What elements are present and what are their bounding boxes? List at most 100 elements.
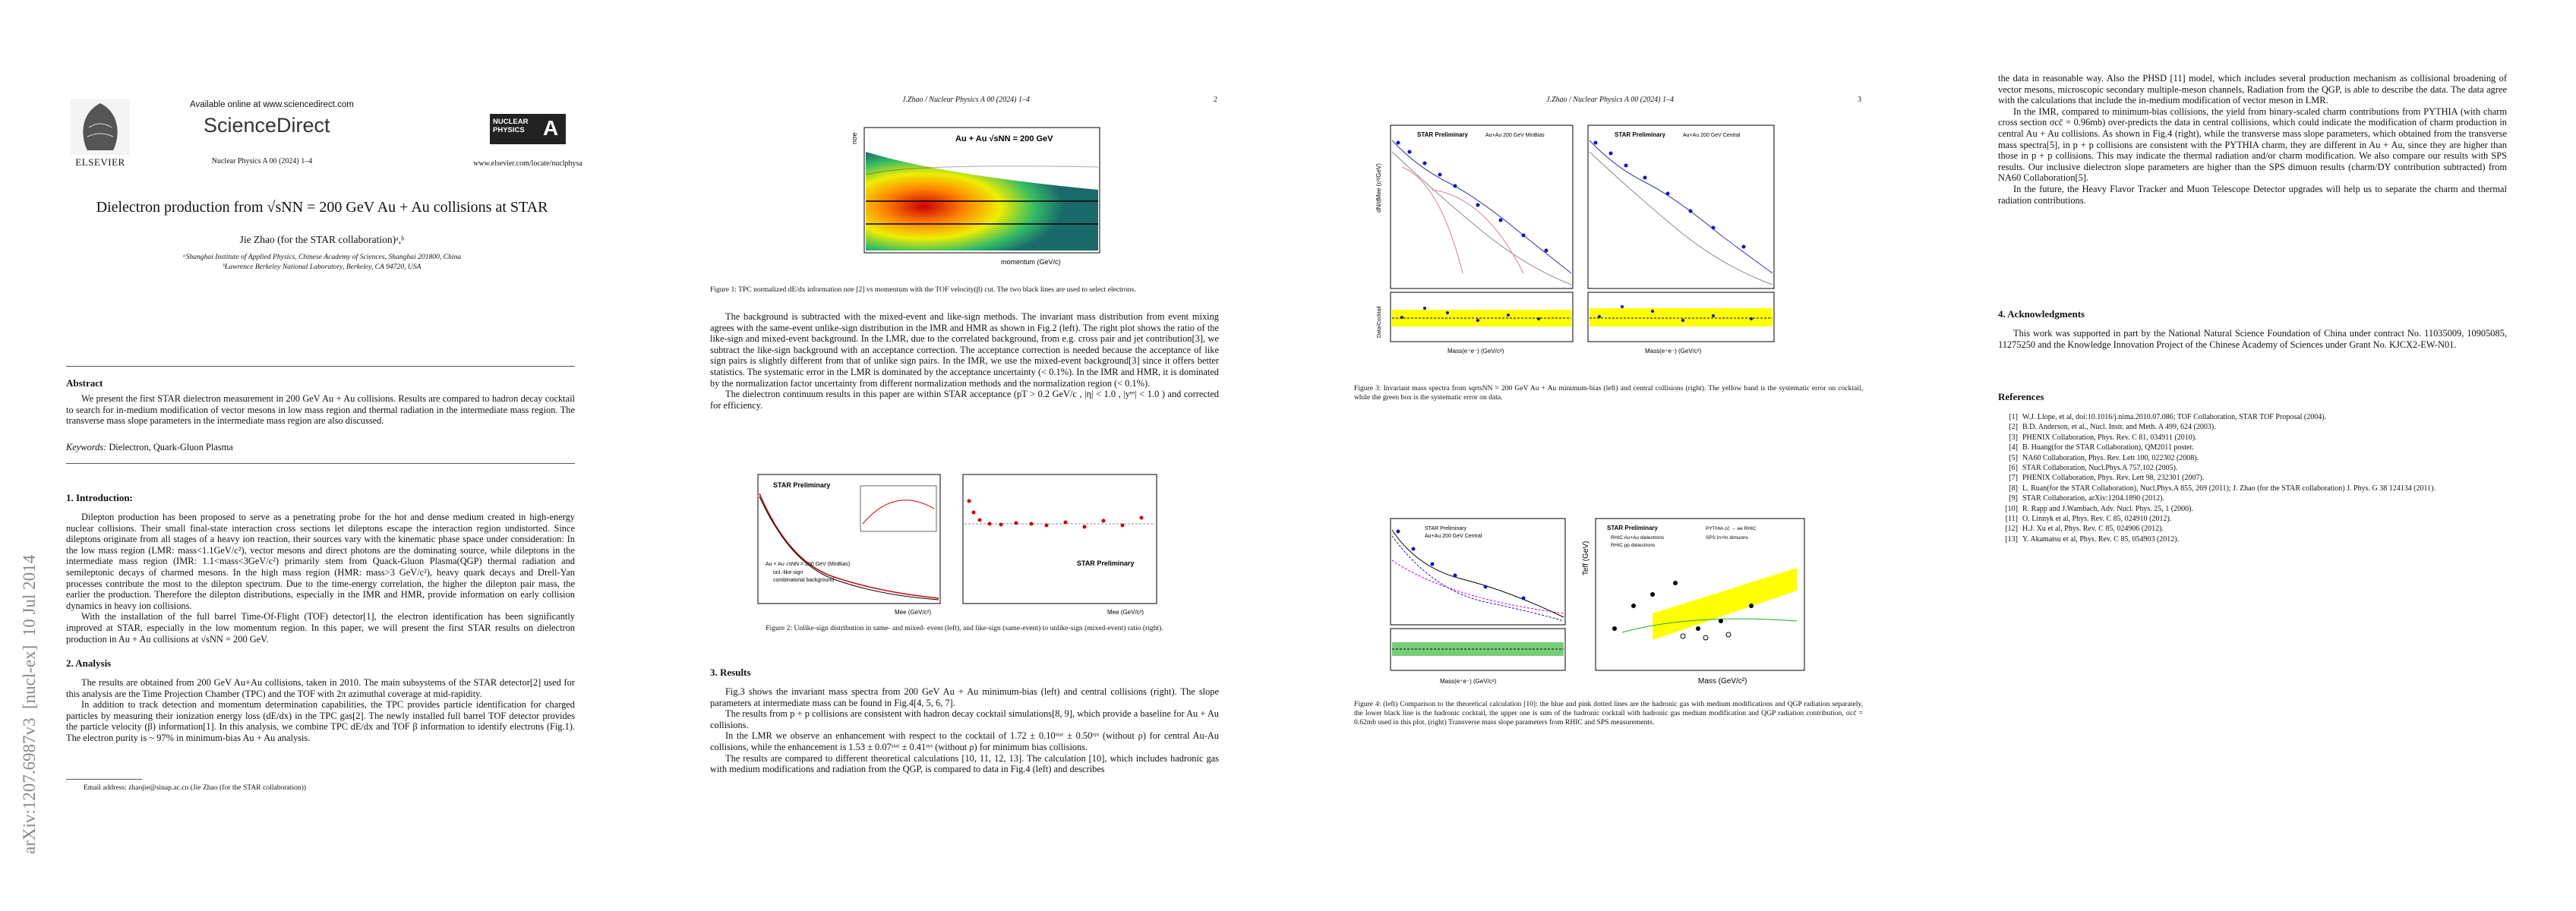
figure-caption: Figure 3: Invariant mass spectra from sq… <box>1354 384 1863 402</box>
paragraph: Dilepton production has been proposed to… <box>66 512 575 611</box>
ratio-points <box>967 499 1144 529</box>
footnote-rule <box>66 779 142 780</box>
figure-2: STAR Preliminary Au + Au √sNN = 200 GeV … <box>757 474 1157 616</box>
body: the data in reasonable way. Also the PHS… <box>1998 73 2507 206</box>
legend-label: SPS In+In dimuons <box>1706 535 1749 541</box>
page-1: arXiv:1207.6987v3 [nucl-ex] 10 Jul 2014 … <box>0 0 644 911</box>
figure-caption: Figure 4: (left) Comparison to the theor… <box>1354 700 1863 727</box>
section-heading: 3. Results <box>710 667 751 678</box>
fig-label: STAR Preliminary <box>1077 560 1134 567</box>
panel-left: STAR Preliminary Au+Au 200 GeV MinBias M… <box>1375 125 1574 355</box>
reference: [4] B. Huang(for the STAR Collaboration),… <box>1998 443 2507 452</box>
reference-number: [13] <box>2005 534 2018 544</box>
paragraph: The results from p + p collisions are co… <box>710 708 1219 730</box>
figure-caption: Figure 1: TPC normalized dE/dx informati… <box>710 285 1136 294</box>
reference: [7] PHENIX Collaboration, Phys. Rev. Lett… <box>1998 473 2507 483</box>
x-axis-label: Mee (GeV/c²) <box>1107 609 1144 616</box>
reference-text: Y. Akamatsu et al, Phys. Rev. C 85, 0549… <box>2022 534 2180 544</box>
reference: [12] H.J. Xu et al, Phys. Rev. C 85, 0249… <box>1998 524 2507 534</box>
paragraph: The background is subtracted with the mi… <box>710 311 1219 389</box>
reference-number: [11] <box>2005 515 2018 524</box>
x-axis-label: momentum (GeV/c) <box>1001 258 1061 266</box>
reference: [13] Y. Akamatsu et al, Phys. Rev. C 85, … <box>1998 534 2507 544</box>
paragraph: the data in reasonable way. Also the PHS… <box>1998 73 2507 106</box>
reference-text: H.J. Xu et al, Phys. Rev. C 85, 024906 (… <box>2022 525 2164 534</box>
arxiv-sidebar: arXiv:1207.6987v3 [nucl-ex] 10 Jul 2014 <box>20 554 39 854</box>
legend-label: RHIC pp dielectrons <box>1611 543 1656 548</box>
paragraph: In the future, the Heavy Flavor Tracker … <box>1998 183 2507 206</box>
figure-caption: Figure 2: Unlike-sign distribution in sa… <box>766 624 1163 632</box>
legend-label: RHIC Au+Au dielectrons <box>1611 535 1665 541</box>
fig-label: STAR Preliminary <box>773 481 830 489</box>
results: Fig.3 shows the invariant mass spectra f… <box>710 686 1219 775</box>
fig-label: Au+Au 200 GeV MinBias <box>1485 133 1545 138</box>
author: Jie Zhao (for the STAR collaboration)ᵃ,ᵇ <box>239 234 405 245</box>
y-axis-label: Data/Cocktail <box>1377 306 1382 338</box>
elsevier-logo <box>71 99 130 155</box>
analysis: The results are obtained from 200 GeV Au… <box>66 677 575 744</box>
legend-label: unl.-like-sign <box>773 570 803 575</box>
fig-label: STAR Preliminary <box>1607 525 1659 531</box>
affiliation: ᵇLawrence Berkeley National Laboratory, … <box>223 263 421 271</box>
figure-1: Au + Au √sNN = 200 GeV momentum (GeV/c) … <box>851 127 1100 266</box>
reference: [3] PHENIX Collaboration, Phys. Rev. C 81… <box>1998 433 2507 443</box>
plot-frame <box>962 474 1157 604</box>
paragraph: The results are compared to different th… <box>710 752 1219 775</box>
page-number: 3 <box>1858 96 1861 104</box>
y-axis-label: Teff (GeV) <box>1582 541 1590 575</box>
curve <box>759 496 939 601</box>
band <box>865 165 1099 175</box>
reference: [2] B.D. Anderson, et al., Nucl. Instr. a… <box>1998 422 2507 432</box>
logo-branches <box>87 123 114 137</box>
x-axis-label: Mass(e⁺e⁻) (GeV/c²) <box>1440 678 1497 685</box>
reference-text: B.D. Anderson, et al., Nucl. Instr. and … <box>2022 423 2216 432</box>
reference-text: O. Linnyk et al, Phys. Rev. C 85, 024910… <box>2022 515 2172 524</box>
inset-curve <box>862 500 935 525</box>
journal-url: www.elsevier.com/locate/nuclphysa <box>473 159 582 168</box>
reference: [10] R. Rapp and J.Wambach, Adv. Nucl. Ph… <box>1998 504 2507 514</box>
reference: [11] O. Linnyk et al, Phys. Rev. C 85, 02… <box>1998 514 2507 524</box>
paragraph: In addition to track detection and momen… <box>66 699 575 743</box>
page-3: J.Zhao / Nuclear Physics A 00 (2024) 1–4… <box>1288 0 1932 911</box>
paragraph: Fig.3 shows the invariant mass spectra f… <box>710 686 1219 708</box>
reference: [1] W.J. Llope, et al, doi:10.1016/j.nima… <box>1998 412 2507 422</box>
reference: [5] NA60 Collaboration, Phys. Rev. Lett 1… <box>1998 453 2507 463</box>
logo-text: NUCLEAR PHYSICS <box>493 118 529 134</box>
inset <box>860 485 937 532</box>
reference-number: [10] <box>2005 504 2018 513</box>
running-header: J.Zhao / Nuclear Physics A 00 (2024) 1–4 <box>902 96 1030 104</box>
footnote: Email address: zhaojie@sinap.ac.cn (Jie … <box>84 783 307 792</box>
section-heading: References <box>1998 391 2044 402</box>
reference-number: [9] <box>2009 494 2018 503</box>
page-4: the data in reasonable way. Also the PHS… <box>1932 0 2576 911</box>
x-axis-label: Mass(e⁺e⁻) (GeV/c²) <box>1645 348 1702 355</box>
reference-text: NA60 Collaboration, Phys. Rev. Lett 100,… <box>2022 453 2199 462</box>
y-axis-label: dN/dMee (c²/GeV) <box>1375 163 1382 213</box>
section-heading: 4. Acknowledgments <box>1998 308 2085 320</box>
paragraph: The dielectron continuum results in this… <box>710 389 1219 411</box>
reference-number: [7] <box>2009 474 2018 483</box>
reference-text: B. Huang(for the STAR Collaboration), QM… <box>2022 443 2194 452</box>
logo-letter: A <box>543 116 559 140</box>
body: The background is subtracted with the mi… <box>710 311 1219 411</box>
paper-title: Dielectron production from √sNN = 200 Ge… <box>96 199 548 216</box>
section-heading: 2. Analysis <box>66 657 112 669</box>
y-axis-label: nσe <box>851 132 858 144</box>
fig-label: Au+Au 200 GeV Central <box>1683 133 1741 138</box>
reference-number: [4] <box>2009 443 2018 452</box>
curve <box>759 493 939 599</box>
logo-tree <box>83 103 118 150</box>
reference-number: [8] <box>2009 484 2018 493</box>
panel-right: STAR Preliminary Au+Au 200 GeV Central M… <box>1587 125 1775 355</box>
reference-text: W.J. Llope, et al, doi:10.1016/j.nima.20… <box>2022 413 2327 421</box>
paragraph: With the installation of the full barrel… <box>66 611 575 645</box>
journal: Nuclear Physics A 00 (2024) 1–4 <box>211 157 313 165</box>
reference-text: PHENIX Collaboration, Phys. Rev. C 81, 0… <box>2022 433 2197 442</box>
fig-label: STAR Preliminary <box>1425 526 1467 531</box>
reference: [8] L. Ruan(for the STAR Collaboration), … <box>1998 484 2507 493</box>
acknowledgments: This work was supported in part by the N… <box>1998 328 2507 350</box>
keywords-text: Dielectron, Quark-Gluon Plasma <box>109 442 233 452</box>
affiliation: ᵃShanghai Institute of Applied Physics, … <box>182 253 462 261</box>
intro: Dilepton production has been proposed to… <box>66 512 575 645</box>
